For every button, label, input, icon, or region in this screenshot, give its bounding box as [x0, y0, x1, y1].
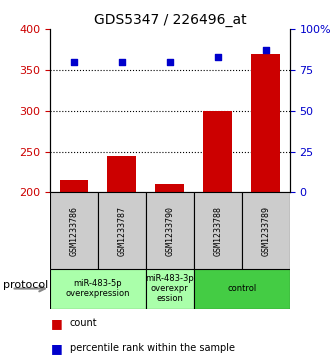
Bar: [146, 269, 194, 309]
Text: ■: ■: [51, 317, 63, 330]
Text: miR-483-3p
overexpr
ession: miR-483-3p overexpr ession: [146, 274, 194, 303]
Text: protocol: protocol: [3, 280, 49, 290]
Text: miR-483-5p
overexpression: miR-483-5p overexpression: [66, 279, 130, 298]
Point: [215, 54, 220, 60]
Bar: [98, 192, 146, 269]
Bar: [203, 111, 232, 192]
Point: [71, 59, 77, 65]
Bar: [251, 53, 280, 192]
Text: GSM1233786: GSM1233786: [69, 205, 79, 256]
Bar: [242, 192, 290, 269]
Text: GSM1233788: GSM1233788: [213, 205, 222, 256]
Point: [263, 47, 268, 53]
Bar: [108, 156, 136, 192]
Point: [167, 59, 172, 65]
Text: percentile rank within the sample: percentile rank within the sample: [70, 343, 235, 354]
Text: GSM1233790: GSM1233790: [165, 205, 174, 256]
Text: ■: ■: [51, 342, 63, 355]
Text: control: control: [227, 284, 256, 293]
Bar: [194, 269, 290, 309]
Point: [119, 59, 125, 65]
Text: GSM1233789: GSM1233789: [261, 205, 270, 256]
Bar: [60, 180, 88, 192]
Text: GSM1233787: GSM1233787: [117, 205, 127, 256]
Bar: [194, 192, 242, 269]
Bar: [156, 184, 184, 192]
Bar: [50, 269, 146, 309]
Text: count: count: [70, 318, 98, 328]
Bar: [146, 192, 194, 269]
Title: GDS5347 / 226496_at: GDS5347 / 226496_at: [94, 13, 246, 26]
Bar: [50, 192, 98, 269]
